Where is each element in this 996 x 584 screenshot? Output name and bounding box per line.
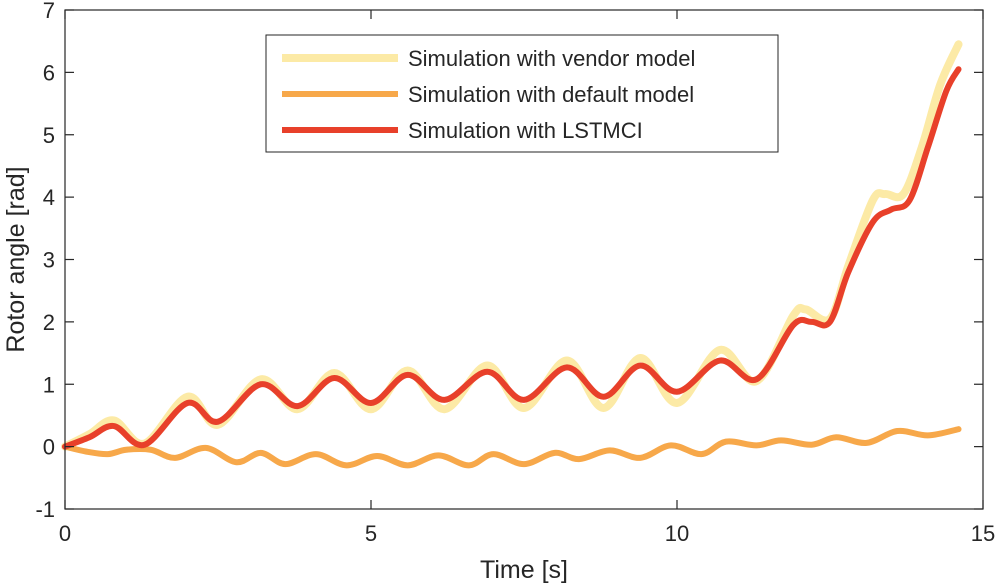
y-tick-label: 7 bbox=[43, 0, 55, 23]
series-line-2 bbox=[62, 426, 962, 469]
x-tick-label: 15 bbox=[971, 521, 995, 546]
x-axis-label: Time [s] bbox=[480, 556, 568, 584]
y-tick-label: 4 bbox=[43, 185, 55, 210]
legend-label-1: Simulation with vendor model bbox=[408, 46, 695, 71]
x-tick-label: 5 bbox=[365, 521, 377, 546]
series-line-3 bbox=[62, 66, 962, 450]
y-axis-label: Rotor angle [rad] bbox=[2, 166, 30, 352]
y-tick-label: 2 bbox=[43, 310, 55, 335]
y-tick-label: -1 bbox=[35, 497, 55, 522]
y-tick-label: 5 bbox=[43, 123, 55, 148]
x-tick-label: 10 bbox=[665, 521, 689, 546]
y-tick-label: 3 bbox=[43, 248, 55, 273]
y-tick-label: 1 bbox=[43, 372, 55, 397]
series-layer bbox=[61, 40, 963, 469]
x-tick-label: 0 bbox=[59, 521, 71, 546]
y-tick-label: 6 bbox=[43, 60, 55, 85]
y-tick-label: 0 bbox=[43, 435, 55, 460]
legend-label-3: Simulation with LSTMCI bbox=[408, 118, 643, 143]
legend: Simulation with vendor model Simulation w… bbox=[265, 34, 779, 153]
legend-label-2: Simulation with default model bbox=[408, 82, 694, 107]
